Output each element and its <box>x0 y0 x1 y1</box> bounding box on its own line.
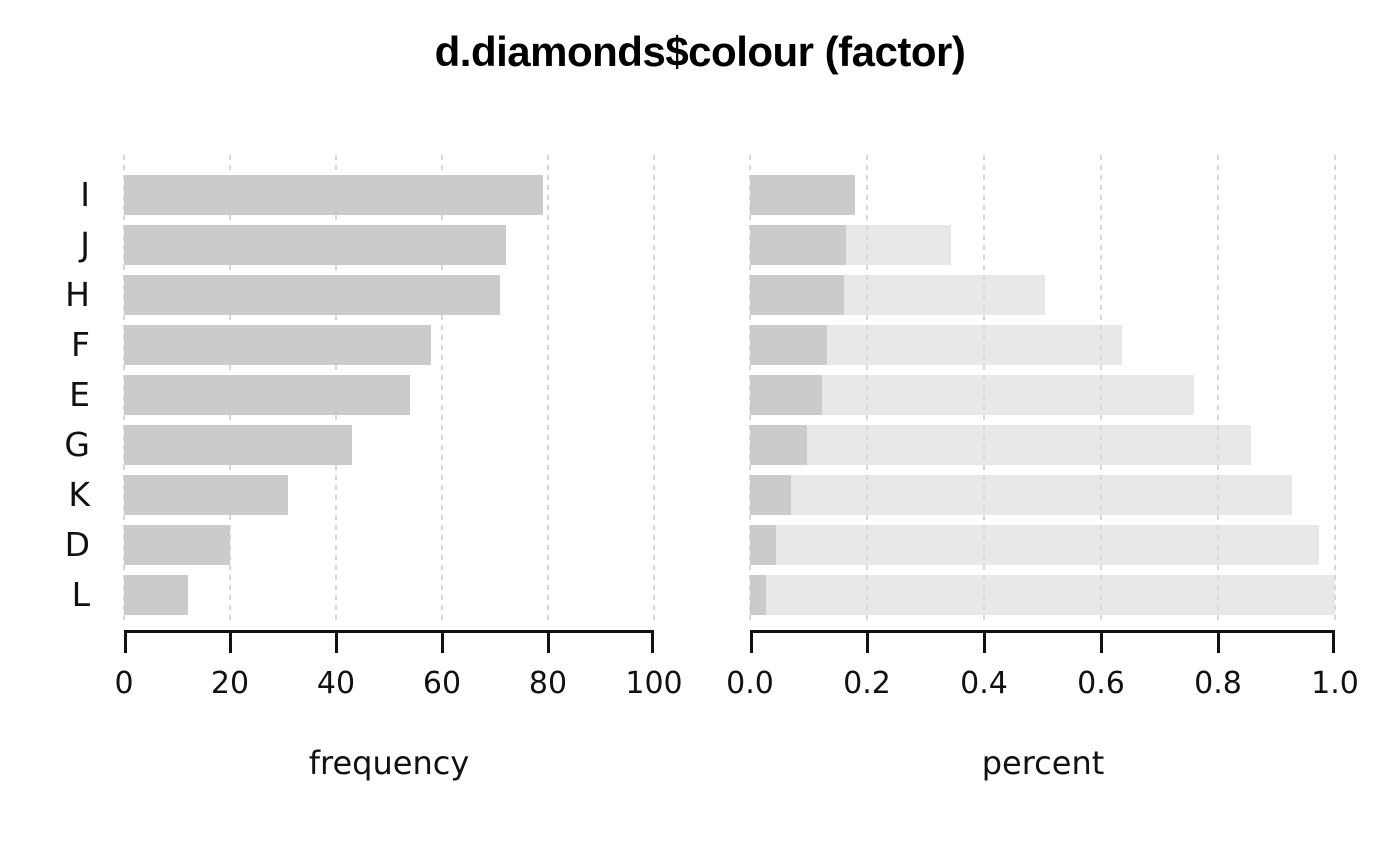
bar-cumulative-K <box>750 475 1292 515</box>
bar-percent-E <box>750 375 822 415</box>
x-tick-label: 100 <box>625 666 683 701</box>
x-tick-label: 1.0 <box>1311 666 1359 701</box>
x-tick <box>1100 633 1103 653</box>
x-tick <box>229 633 232 653</box>
x-tick-label: 60 <box>422 666 462 701</box>
x-tick <box>866 633 869 653</box>
bar-frequency-D <box>124 525 230 565</box>
bar-percent-D <box>750 525 776 565</box>
x-tick <box>547 633 550 653</box>
chart-title: d.diamonds$colour (factor) <box>434 28 966 75</box>
bar-percent-H <box>750 275 844 315</box>
category-label-H: H <box>65 275 90 314</box>
x-tick <box>983 633 986 653</box>
bar-frequency-L <box>124 575 188 615</box>
gridline <box>1100 155 1102 622</box>
gridline <box>653 155 655 622</box>
x-tick-label: 80 <box>528 666 568 701</box>
x-tick-label: 40 <box>316 666 356 701</box>
bar-percent-J <box>750 225 846 265</box>
gridline <box>983 155 985 622</box>
category-label-E: E <box>69 375 90 414</box>
bar-frequency-E <box>124 375 410 415</box>
bar-cumulative-G <box>750 425 1251 465</box>
category-label-G: G <box>64 425 90 464</box>
bar-frequency-G <box>124 425 352 465</box>
bar-cumulative-E <box>750 375 1194 415</box>
gridline <box>1334 155 1336 622</box>
bar-percent-L <box>750 575 766 615</box>
frequency-axis-label: frequency <box>308 744 470 782</box>
bar-percent-G <box>750 425 807 465</box>
x-tick <box>651 633 654 653</box>
category-label-L: L <box>71 575 90 614</box>
gridline <box>1217 155 1219 622</box>
category-label-I: I <box>80 175 90 214</box>
x-tick <box>441 633 444 653</box>
bar-cumulative-L <box>750 575 1335 615</box>
bar-frequency-F <box>124 325 431 365</box>
x-axis-frequency <box>124 630 654 653</box>
x-tick-label: 0.8 <box>1194 666 1242 701</box>
gridline <box>547 155 549 622</box>
x-tick <box>750 633 753 653</box>
x-tick <box>335 633 338 653</box>
x-tick-label: 0 <box>114 666 134 701</box>
x-axis-percent <box>750 630 1335 653</box>
bar-frequency-I <box>124 175 543 215</box>
bar-frequency-K <box>124 475 288 515</box>
bar-percent-I <box>750 175 855 215</box>
bar-percent-K <box>750 475 791 515</box>
bar-percent-F <box>750 325 827 365</box>
x-tick-label: 20 <box>210 666 250 701</box>
x-tick-label: 0.4 <box>960 666 1008 701</box>
gridline <box>866 155 868 622</box>
category-label-K: K <box>68 475 90 514</box>
bar-frequency-H <box>124 275 500 315</box>
frequency-panel <box>123 155 655 622</box>
x-tick-label: 0.2 <box>843 666 891 701</box>
category-label-F: F <box>71 325 90 364</box>
x-tick <box>1332 633 1335 653</box>
x-tick <box>1217 633 1220 653</box>
bar-frequency-J <box>124 225 506 265</box>
percent-panel <box>749 155 1336 622</box>
x-tick-label: 0.6 <box>1077 666 1125 701</box>
category-label-J: J <box>80 225 90 264</box>
x-tick-label: 0.0 <box>726 666 774 701</box>
gridline <box>441 155 443 622</box>
x-tick <box>124 633 127 653</box>
category-label-D: D <box>64 525 90 564</box>
bar-cumulative-D <box>750 525 1319 565</box>
percent-axis-label: percent <box>981 744 1105 782</box>
